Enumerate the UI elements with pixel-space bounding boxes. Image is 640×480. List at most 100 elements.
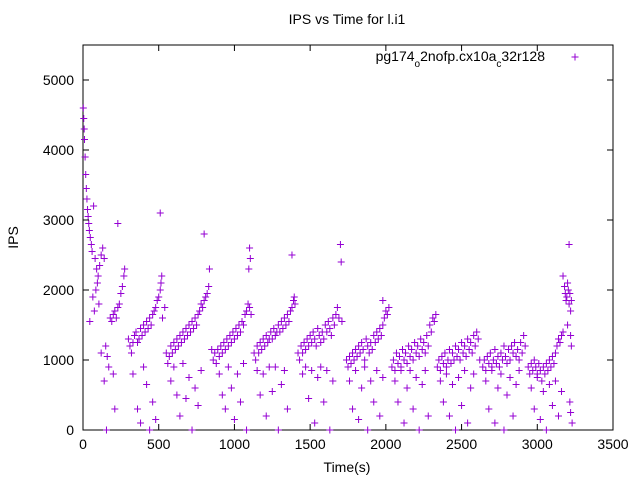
data-point xyxy=(187,328,195,336)
data-point xyxy=(530,405,538,413)
data-point xyxy=(79,104,87,112)
data-point xyxy=(442,363,450,371)
data-point xyxy=(202,293,210,301)
data-point xyxy=(509,349,517,357)
data-point xyxy=(515,356,523,364)
data-point xyxy=(87,241,95,248)
data-point xyxy=(244,300,252,308)
y-axis-label: IPS xyxy=(5,226,21,249)
data-point xyxy=(309,328,317,336)
data-point xyxy=(253,367,261,374)
data-point xyxy=(373,367,381,374)
data-point xyxy=(170,339,178,346)
data-point xyxy=(121,265,129,273)
data-point xyxy=(229,328,237,336)
data-point xyxy=(302,363,310,371)
data-point xyxy=(315,332,323,339)
data-point xyxy=(444,356,452,364)
data-point xyxy=(303,335,311,343)
data-point xyxy=(539,363,547,371)
data-point xyxy=(280,367,288,374)
data-point xyxy=(82,185,90,192)
data-point xyxy=(515,367,523,374)
data-point xyxy=(567,332,575,339)
data-point xyxy=(221,405,229,413)
data-point xyxy=(450,356,458,364)
data-point xyxy=(445,346,453,353)
data-point xyxy=(227,339,235,346)
data-point xyxy=(100,377,108,385)
data-point xyxy=(353,353,361,360)
data-point xyxy=(233,370,241,378)
data-point xyxy=(176,332,184,339)
data-point xyxy=(470,370,478,378)
data-point xyxy=(361,363,369,371)
data-point xyxy=(329,377,337,385)
data-point xyxy=(558,388,566,395)
data-point xyxy=(563,293,571,301)
data-point xyxy=(409,405,417,413)
data-point xyxy=(161,304,169,311)
data-point xyxy=(245,265,253,273)
data-point xyxy=(152,304,160,311)
data-point xyxy=(246,255,254,262)
data-point xyxy=(350,356,358,364)
data-point xyxy=(435,356,443,364)
data-point xyxy=(556,339,564,346)
data-point xyxy=(182,325,190,332)
data-point xyxy=(374,335,382,343)
data-point xyxy=(547,363,555,371)
data-point xyxy=(311,419,319,427)
data-point xyxy=(277,381,285,388)
data-point xyxy=(156,286,164,294)
data-point xyxy=(159,314,166,322)
data-point xyxy=(349,405,357,413)
data-point xyxy=(462,353,470,360)
data-point xyxy=(376,325,384,332)
data-point xyxy=(243,426,251,434)
data-point xyxy=(421,367,429,374)
data-point xyxy=(289,297,297,304)
data-point xyxy=(506,356,514,364)
data-point xyxy=(379,321,387,329)
data-point xyxy=(456,356,464,364)
data-point xyxy=(412,374,420,381)
data-point xyxy=(85,220,93,227)
data-point xyxy=(314,325,322,332)
data-point xyxy=(447,360,455,367)
data-point xyxy=(548,402,556,409)
data-point xyxy=(97,349,105,357)
data-point xyxy=(99,244,107,252)
data-point xyxy=(554,335,562,343)
data-point xyxy=(486,349,494,357)
data-point xyxy=(479,363,487,371)
data-point xyxy=(91,255,99,262)
data-point xyxy=(567,409,575,416)
data-point xyxy=(461,367,469,374)
data-point xyxy=(312,342,320,350)
data-point xyxy=(362,335,370,343)
data-point xyxy=(505,346,513,353)
data-point xyxy=(356,349,364,357)
data-point xyxy=(279,325,287,332)
data-point xyxy=(246,304,254,311)
data-point xyxy=(81,136,89,143)
x-tick-label-3: 1500 xyxy=(295,436,326,452)
data-point xyxy=(93,265,101,273)
data-point xyxy=(147,321,155,329)
data-point xyxy=(200,230,208,238)
legend-label-part-1: o xyxy=(415,59,421,70)
data-point xyxy=(221,346,229,353)
data-point xyxy=(283,405,291,413)
data-point xyxy=(379,374,387,381)
data-point xyxy=(370,332,378,339)
data-point xyxy=(288,304,296,311)
data-point xyxy=(352,346,360,353)
data-point xyxy=(285,318,293,325)
data-point xyxy=(403,384,411,392)
data-point xyxy=(418,346,426,353)
data-point xyxy=(338,318,346,325)
data-point xyxy=(114,220,122,227)
data-point xyxy=(258,346,266,353)
data-point xyxy=(346,353,354,360)
